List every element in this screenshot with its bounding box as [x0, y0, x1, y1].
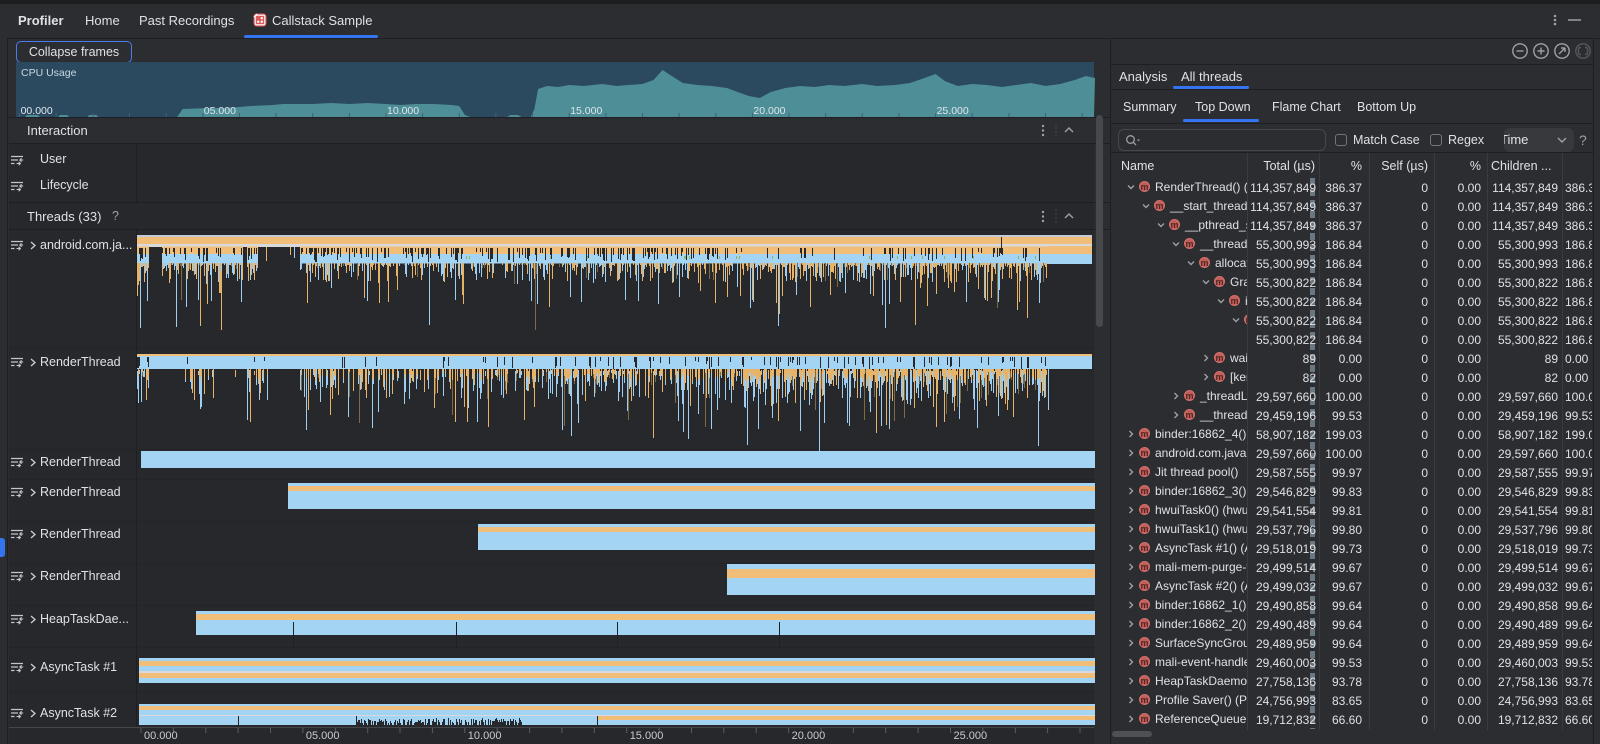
svg-text:15.000: 15.000: [630, 730, 664, 742]
svg-text:20.000: 20.000: [792, 730, 826, 742]
svg-text:20.000: 20.000: [753, 105, 785, 117]
svg-text:00.000: 00.000: [21, 105, 53, 117]
svg-text:10.000: 10.000: [468, 730, 502, 742]
svg-text:00.000: 00.000: [144, 730, 178, 742]
svg-text:25.000: 25.000: [937, 105, 969, 117]
svg-text:15.000: 15.000: [570, 105, 602, 117]
svg-text:05.000: 05.000: [204, 105, 236, 117]
svg-text:25.000: 25.000: [954, 730, 988, 742]
svg-text:05.000: 05.000: [306, 730, 340, 742]
svg-text:10.000: 10.000: [387, 105, 419, 117]
